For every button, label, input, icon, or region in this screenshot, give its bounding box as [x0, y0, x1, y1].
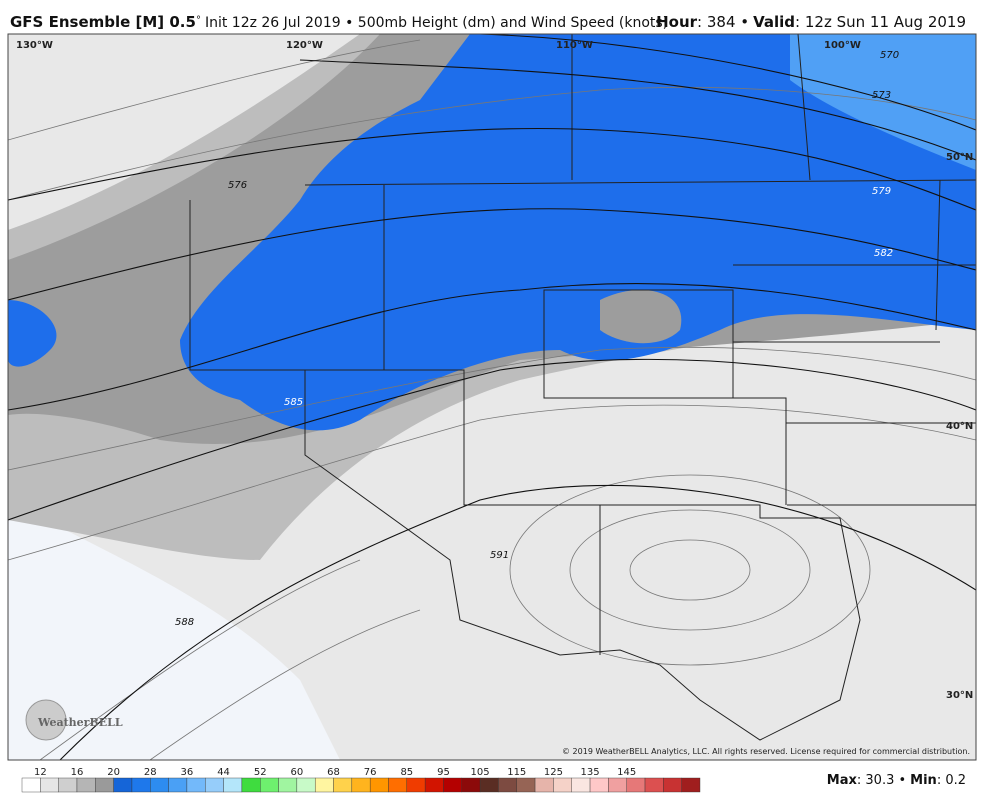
colorbar-swatch — [589, 777, 609, 793]
latitude-label: 50°N — [946, 152, 973, 163]
colorbar-tick-label: 52 — [254, 767, 267, 778]
colorbar-swatch — [663, 777, 682, 793]
colorbar-swatch — [424, 777, 444, 793]
latitude-label: 30°N — [946, 690, 973, 701]
colorbar-swatch — [461, 777, 481, 793]
contour-label: 576 — [228, 180, 247, 191]
streamlines — [8, 39, 976, 760]
colorbar-swatch — [223, 777, 243, 793]
contour-label-group: 570 573 576 579 582 585 588 591 — [175, 50, 899, 628]
contour-label: 582 — [874, 248, 893, 259]
max-min: Max: 30.3 • Min: 0.2 — [827, 773, 966, 788]
longitude-label: 120°W — [286, 40, 323, 51]
colorbar-swatch — [553, 777, 572, 793]
ocean-light — [8, 500, 340, 760]
height-contours — [8, 34, 976, 760]
colorbar-swatch — [498, 777, 517, 793]
colorbar-tick-label: 115 — [507, 767, 526, 778]
gray-pocket — [600, 290, 682, 344]
logo-icon — [25, 699, 67, 741]
title: GFS Ensemble [M] 0.5° Init 12z 26 Jul 201… — [10, 13, 668, 31]
min-label: Min — [910, 773, 937, 788]
latitude-label: 40°N — [946, 421, 973, 432]
colorbar-swatch — [113, 777, 133, 793]
colorbar-swatch — [241, 777, 261, 793]
colorbar-swatch — [534, 777, 554, 793]
colorbar-tick-label: 76 — [364, 767, 377, 778]
colorbar-swatch — [40, 777, 59, 793]
colorbar-swatch — [644, 777, 664, 793]
max-value: : 30.3 • — [857, 773, 906, 788]
colorbar-swatch — [388, 777, 408, 793]
colorbar-swatch — [571, 777, 591, 793]
colorbar-tick-label: 95 — [437, 767, 450, 778]
colorbar: 12 16 20 28 36 44 52 60 68 76 85 95 105 115 125 135 145 — [21, 767, 701, 793]
hour-value: : 384 • — [697, 13, 749, 31]
contour-label: 573 — [872, 90, 891, 101]
map-frame — [7, 33, 977, 761]
colorbar-swatch — [58, 777, 78, 793]
min-value: : 0.2 — [937, 773, 966, 788]
colorbar-tick-label: 135 — [581, 767, 600, 778]
hour-label: Hour — [656, 13, 698, 31]
longitude-label: 130°W — [16, 40, 53, 51]
colorbar-swatch — [369, 777, 389, 793]
colorbar-swatch — [168, 777, 188, 793]
colorbar-tick-label: 105 — [471, 767, 490, 778]
contour-label: 579 — [872, 186, 891, 197]
map: 570 573 576 579 582 585 588 591 130°W 120°W 110… — [7, 33, 977, 761]
colorbar-tick-label: 16 — [71, 767, 84, 778]
valid-label: Valid — [753, 13, 795, 31]
colorbar-swatch — [333, 777, 353, 793]
model-name: GFS Ensemble [M] 0.5 — [10, 13, 196, 31]
contour-label: 585 — [284, 397, 303, 408]
colorbar-swatch — [296, 777, 316, 793]
colorbar-swatch — [76, 777, 96, 793]
colorbar-swatch — [479, 777, 499, 793]
copyright: © 2019 WeatherBELL Analytics, LLC. All r… — [562, 747, 970, 756]
colorbar-swatch — [314, 777, 334, 793]
contour-label: 588 — [175, 617, 194, 628]
colorbar-tick-label: 36 — [181, 767, 194, 778]
colorbar-swatch — [608, 777, 627, 793]
colorbar-swatch — [443, 777, 462, 793]
colorbar-tick-label: 125 — [544, 767, 563, 778]
contour-label: 591 — [490, 550, 509, 561]
colorbar-swatch — [150, 777, 169, 793]
colorbar-tick-label: 85 — [400, 767, 413, 778]
colorbar-swatch — [516, 777, 536, 793]
colorbar-tick-label: 28 — [144, 767, 157, 778]
colorbar-swatch — [21, 777, 41, 793]
degree: ° — [196, 15, 201, 26]
colorbar-tick-label: 20 — [107, 767, 120, 778]
contour-label: 570 — [880, 50, 899, 61]
longitude-label: 110°W — [556, 40, 593, 51]
description: Init 12z 26 Jul 2019 • 500mb Height (dm)… — [205, 15, 668, 31]
colorbar-swatch — [351, 777, 371, 793]
max-label: Max — [827, 773, 858, 788]
colorbar-swatch — [278, 777, 298, 793]
colorbar-swatch — [681, 777, 701, 793]
logo: WeatherBELL — [37, 716, 123, 729]
colorbar-swatch — [95, 777, 114, 793]
colorbar-swatch — [260, 777, 279, 793]
colorbar-tick-label: 12 — [34, 767, 47, 778]
valid-time: Hour: 384 • Valid: 12z Sun 11 Aug 2019 — [656, 13, 966, 31]
valid-value: : 12z Sun 11 Aug 2019 — [795, 13, 966, 31]
jet-light — [790, 34, 976, 170]
colorbar-tick-label: 60 — [290, 767, 303, 778]
colorbar-tick-label: 145 — [617, 767, 636, 778]
colorbar-swatch — [205, 777, 224, 793]
colorbar-swatch — [406, 777, 426, 793]
longitude-label: 100°W — [824, 40, 861, 51]
jet-patch — [8, 300, 57, 367]
colorbar-swatch — [131, 777, 151, 793]
colorbar-tick-label: 68 — [327, 767, 340, 778]
colorbar-swatch — [186, 777, 206, 793]
colorbar-tick-label: 44 — [217, 767, 230, 778]
colorbar-swatch — [626, 777, 646, 793]
jet-core — [180, 34, 976, 431]
state-borders — [189, 34, 976, 741]
